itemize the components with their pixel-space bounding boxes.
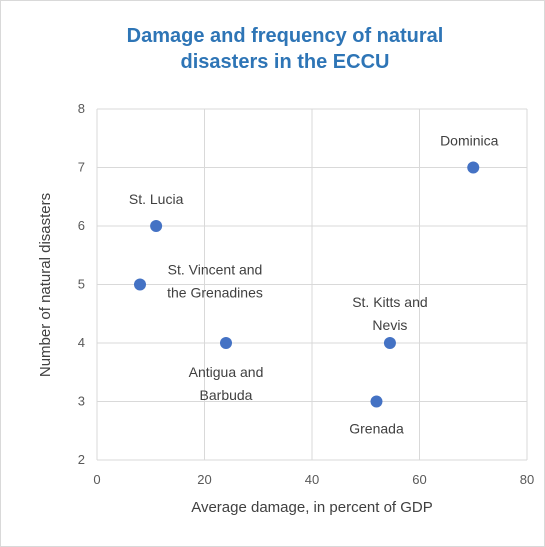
x-tick-label: 20: [197, 472, 211, 487]
y-tick-label: 8: [78, 101, 85, 116]
point-label: Antigua and Barbuda: [189, 364, 264, 403]
point: [134, 278, 146, 291]
x-tick-label: 80: [520, 472, 534, 487]
point-label: St. Vincent and the Grenadines: [167, 262, 263, 301]
point: [220, 337, 232, 349]
point-label: St. Lucia: [129, 191, 184, 207]
x-tick-label: 0: [93, 472, 100, 487]
point: [467, 161, 480, 174]
y-tick-label: 6: [78, 218, 85, 233]
y-tick-label: 5: [78, 277, 85, 292]
point-label: Dominica: [440, 133, 499, 149]
y-axis-label: Number of natural disasters: [37, 193, 54, 377]
point-label: St. Kitts and Nevis: [352, 294, 427, 333]
chart-title: Damage and frequency of natural disasters…: [127, 25, 444, 73]
x-tick-label: 40: [305, 472, 319, 487]
point: [383, 337, 396, 349]
y-tick-label: 2: [78, 452, 85, 467]
point: [150, 220, 163, 232]
x-tick-label: 60: [412, 472, 426, 487]
x-axis-label: Average damage, in percent of GDP: [191, 499, 433, 516]
y-tick-label: 3: [78, 394, 85, 409]
point-label: Grenada: [349, 421, 404, 437]
point: [370, 395, 383, 408]
y-tick-label: 4: [78, 335, 85, 350]
y-tick-label: 7: [78, 160, 85, 175]
